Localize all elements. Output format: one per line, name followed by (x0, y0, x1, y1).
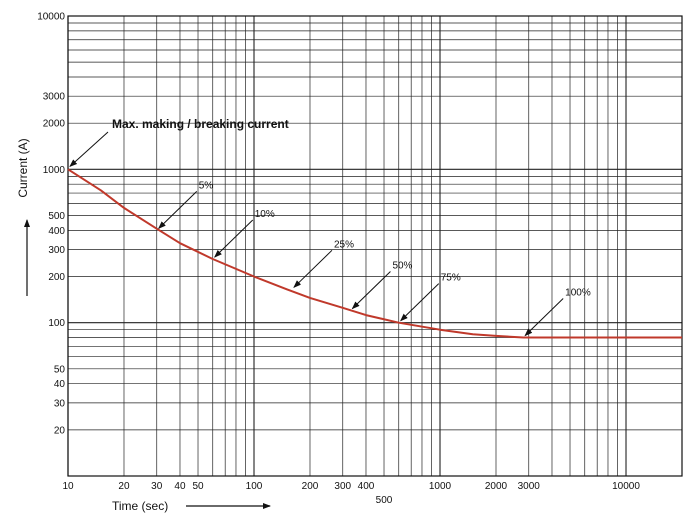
annotation-arrow (351, 271, 391, 310)
annotation-arrow (400, 283, 440, 322)
annotation-arrow (158, 190, 198, 230)
annotation-arrow (524, 298, 564, 337)
y-tick-label: 50 (54, 364, 66, 375)
annotation-label: 100% (565, 288, 591, 299)
annotations: Max. making / breaking current 5% 10% 25% 50… (69, 117, 591, 337)
x-tick-label: 2000 (485, 481, 508, 492)
y-tick-label: 200 (48, 272, 65, 283)
annotation-label: 75% (441, 273, 461, 284)
grid-lines (67, 15, 683, 477)
y-tick-label: 30 (54, 398, 66, 409)
y-tick-label: 400 (48, 226, 65, 237)
annotation-arrow (293, 249, 333, 289)
y-tick-labels: 10000 3000 2000 1000 500 400 300 200 100 50 40 30 20 (37, 12, 65, 437)
y-tick-label: 1000 (43, 165, 66, 176)
annotation-label: 50% (392, 261, 412, 272)
annotation-label: 10% (255, 209, 275, 220)
x-tick-label: 400 (358, 481, 375, 492)
x-tick-label: 50 (192, 481, 204, 492)
y-tick-label: 3000 (43, 92, 66, 103)
annotation-label: 25% (334, 239, 354, 250)
x-tick-label: 10 (62, 481, 74, 492)
annotation-label: 5% (199, 180, 214, 191)
y-tick-label: 500 (48, 211, 65, 222)
series-line (67, 168, 682, 339)
y-tick-label: 2000 (43, 119, 66, 130)
y-tick-label: 100 (48, 318, 65, 329)
annotation-label: Max. making / breaking current (112, 117, 289, 131)
x-tick-label: 30 (151, 481, 163, 492)
x-tick-label: 300 (334, 481, 351, 492)
plot-frame (67, 15, 683, 477)
annotation-arrow (69, 131, 109, 168)
y-tick-label: 10000 (37, 12, 65, 23)
x-tick-label: 10000 (612, 481, 640, 492)
y-tick-label: 300 (48, 245, 65, 256)
x-tick-label: 40 (174, 481, 186, 492)
y-axis-label: Current (A) (16, 138, 30, 197)
x-tick-label: 20 (118, 481, 130, 492)
x-axis-label: Time (sec) (112, 499, 168, 513)
x-tick-label: 500 (376, 495, 393, 506)
annotation-arrow (214, 219, 254, 258)
x-tick-label: 3000 (518, 481, 541, 492)
x-tick-label: 200 (302, 481, 319, 492)
series-layer (67, 168, 682, 339)
x-tick-label: 100 (246, 481, 263, 492)
x-tick-label: 1000 (429, 481, 452, 492)
y-tick-label: 40 (54, 379, 66, 390)
y-tick-label: 20 (54, 425, 66, 436)
